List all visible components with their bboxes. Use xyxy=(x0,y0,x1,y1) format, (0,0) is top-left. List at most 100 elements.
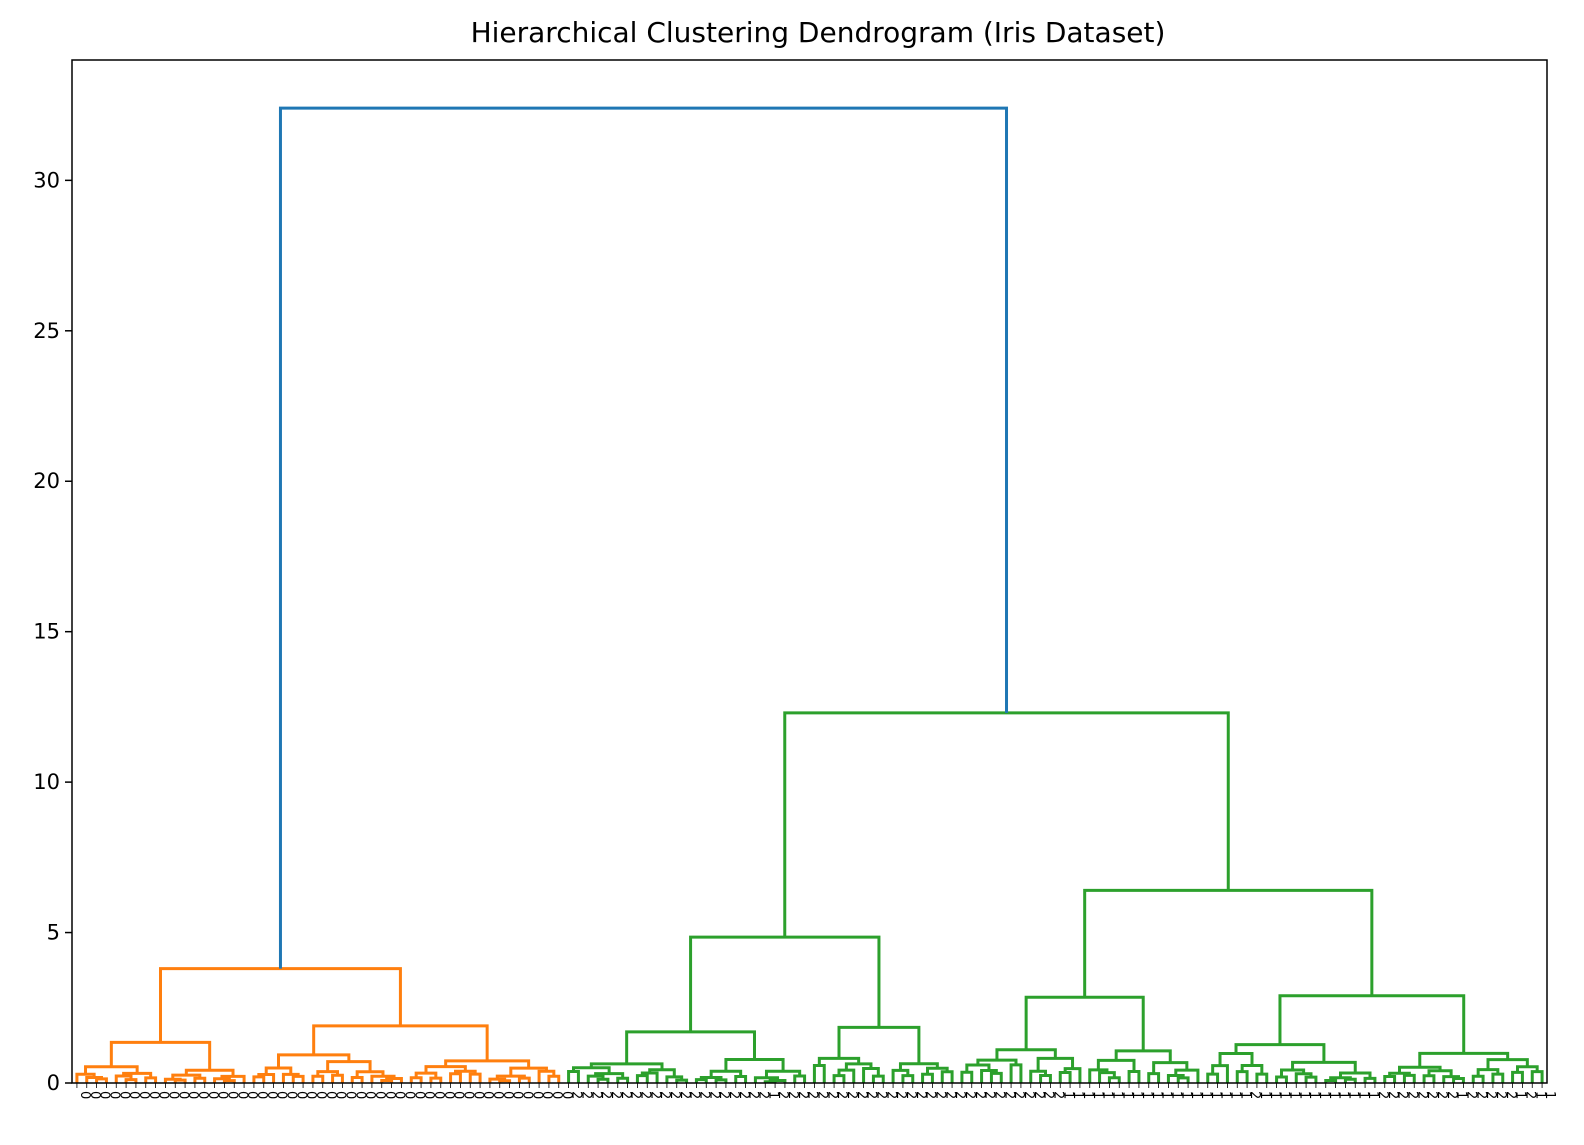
leaf-label: 2 xyxy=(598,1091,613,1099)
dendrogram-link xyxy=(567,1069,580,1083)
leaf-label: 0 xyxy=(559,1091,574,1099)
dendrogram-link xyxy=(832,1074,846,1083)
leaf-label: 1 xyxy=(1159,1091,1174,1099)
leaf-label: 1 xyxy=(1542,1091,1557,1099)
leaf-label: 0 xyxy=(264,1091,279,1099)
leaf-label: 0 xyxy=(333,1091,348,1099)
leaf-label: 2 xyxy=(1503,1091,1518,1099)
leaf-label: 2 xyxy=(991,1091,1006,1099)
dendrogram-link xyxy=(291,1074,305,1083)
dendrogram-link xyxy=(1147,1072,1161,1083)
leaf-label: 0 xyxy=(116,1091,131,1099)
leaf-label: 0 xyxy=(352,1091,367,1099)
dendrogram-link xyxy=(1206,1072,1220,1083)
leaf-label: 2 xyxy=(637,1091,652,1099)
leaf-label: 2 xyxy=(647,1091,662,1099)
dendrogram-link xyxy=(689,935,881,1032)
leaf-label: 2 xyxy=(1001,1091,1016,1099)
leaf-label: 1 xyxy=(1286,1091,1301,1099)
leaf-label: 0 xyxy=(313,1091,328,1099)
dendrogram-link xyxy=(159,967,402,1043)
leaf-label: 0 xyxy=(234,1091,249,1099)
leaf-label: 1 xyxy=(1060,1091,1075,1099)
leaf-label: 0 xyxy=(224,1091,239,1099)
leaf-label: 2 xyxy=(824,1091,839,1099)
leaf-label: 2 xyxy=(1050,1091,1065,1099)
dendrogram-link xyxy=(281,1072,300,1083)
dendrogram-link xyxy=(871,1074,885,1083)
dendrogram-link xyxy=(1530,1070,1544,1083)
leaf-label: 1 xyxy=(1119,1091,1134,1099)
leaf-label: 0 xyxy=(460,1091,475,1099)
leaf-label: 1 xyxy=(1277,1091,1292,1099)
leaf-label: 1 xyxy=(1129,1091,1144,1099)
leaf-label: 0 xyxy=(146,1091,161,1099)
y-tick-label: 10 xyxy=(33,770,60,794)
leaf-label: 1 xyxy=(1139,1091,1154,1099)
dendrogram-link xyxy=(1107,1076,1121,1083)
dendrogram-link xyxy=(409,1076,423,1083)
leaf-label: 0 xyxy=(77,1091,92,1099)
dendrogram-link xyxy=(1471,1074,1485,1083)
leaf-label: 2 xyxy=(1473,1091,1488,1099)
leaf-label: 0 xyxy=(185,1091,200,1099)
dendrogram-link xyxy=(144,1076,158,1083)
leaf-label: 0 xyxy=(195,1091,210,1099)
dendrogram-link xyxy=(1275,1075,1288,1083)
leaf-label: 0 xyxy=(529,1091,544,1099)
dendrogram-link xyxy=(311,1074,325,1083)
leaf-label: 2 xyxy=(873,1091,888,1099)
dendrogram-link xyxy=(1511,1070,1524,1083)
leaf-label: 1 xyxy=(1296,1091,1311,1099)
dendrogram-link xyxy=(940,1070,954,1083)
y-tick-label: 30 xyxy=(33,168,60,192)
y-tick-label: 5 xyxy=(47,921,60,945)
leaf-label: 2 xyxy=(1011,1091,1026,1099)
leaf-label: 2 xyxy=(913,1091,928,1099)
leaf-label: 2 xyxy=(893,1091,908,1099)
leaf-label: 2 xyxy=(972,1091,987,1099)
leaf-label: 1 xyxy=(1070,1091,1085,1099)
leaf-label: 0 xyxy=(411,1091,426,1099)
leaf-label: 0 xyxy=(500,1091,515,1099)
dendrogram-link xyxy=(252,1075,266,1083)
dendrogram-link xyxy=(449,1072,462,1083)
dendrogram-link xyxy=(734,1074,748,1083)
dendrogram-link xyxy=(724,1058,785,1072)
leaf-label: 0 xyxy=(303,1091,318,1099)
leaf-label: 0 xyxy=(254,1091,269,1099)
leaf-label: 0 xyxy=(392,1091,407,1099)
dendrogram-link xyxy=(901,1074,915,1083)
dendrogram-link xyxy=(257,1073,276,1083)
leaf-label: 2 xyxy=(1395,1091,1410,1099)
dendrogram-link xyxy=(1152,1061,1189,1074)
leaf-label: 2 xyxy=(952,1091,967,1099)
chart-title: Hierarchical Clustering Dendrogram (Iris… xyxy=(471,16,1166,49)
leaf-label: 2 xyxy=(1021,1091,1036,1099)
dendrogram-link xyxy=(960,1070,974,1083)
leaf-label: 0 xyxy=(87,1091,102,1099)
plot-frame xyxy=(71,59,1548,1084)
dendrogram-link xyxy=(1063,1067,1082,1083)
leaf-label: 2 xyxy=(1444,1091,1459,1099)
leaf-label: 2 xyxy=(687,1091,702,1099)
leaf-label: 2 xyxy=(923,1091,938,1099)
leaf-label: 1 xyxy=(1218,1091,1233,1099)
dendrogram-link xyxy=(1255,1072,1269,1083)
leaf-label: 1 xyxy=(1306,1091,1321,1099)
leaf-label: 0 xyxy=(451,1091,466,1099)
dendrogram-link xyxy=(1491,1072,1505,1083)
leaf-label: 1 xyxy=(1178,1091,1193,1099)
leaf-label: 1 xyxy=(1080,1091,1095,1099)
leaf-label: 0 xyxy=(215,1091,230,1099)
leaf-label: 1 xyxy=(1532,1091,1547,1099)
leaf-label: 0 xyxy=(283,1091,298,1099)
leaf-label: 0 xyxy=(293,1091,308,1099)
dendrogram-link xyxy=(1176,1076,1190,1083)
dendrogram-link xyxy=(1422,1074,1436,1083)
leaf-label: 2 xyxy=(883,1091,898,1099)
leaf-label: 1 xyxy=(1149,1091,1164,1099)
leaf-label: 2 xyxy=(1031,1091,1046,1099)
leaf-label: 2 xyxy=(667,1091,682,1099)
